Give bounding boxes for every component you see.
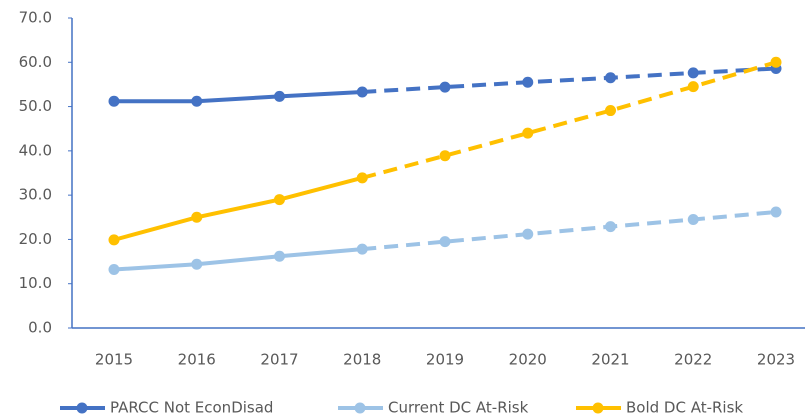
x-tick-label: 2017: [260, 351, 298, 369]
x-tick-label: 2020: [509, 351, 547, 369]
y-tick-label: 30.0: [19, 186, 52, 204]
marker: [191, 211, 203, 223]
marker: [439, 150, 451, 162]
marker: [274, 250, 285, 262]
x-tick-label: 2018: [343, 351, 381, 369]
marker: [356, 86, 368, 98]
line-projected: [362, 66, 777, 94]
line-projected: [362, 209, 777, 252]
marker: [356, 243, 368, 255]
marker: [770, 56, 782, 68]
marker: [108, 264, 120, 276]
marker: [522, 127, 534, 139]
y-tick-label: 10.0: [19, 274, 52, 292]
marker: [191, 258, 203, 270]
marker: [108, 234, 120, 246]
y-tick-label: 40.0: [19, 141, 52, 159]
legend-marker: [354, 402, 366, 414]
marker: [522, 228, 534, 240]
line: [114, 89, 363, 104]
y-tick-label: 70.0: [19, 9, 52, 27]
marker: [605, 105, 616, 117]
marker: [687, 81, 699, 93]
line-projected: [361, 60, 777, 180]
marker: [108, 95, 120, 107]
legend-label: Bold DC At-Risk: [626, 399, 743, 417]
x-tick-label: 2021: [591, 351, 629, 369]
marker: [687, 67, 699, 79]
legend-marker: [76, 402, 88, 414]
marker: [605, 221, 616, 233]
y-tick-label: 0.0: [28, 319, 52, 337]
marker: [522, 76, 534, 88]
x-tick-label: 2019: [426, 351, 464, 369]
y-tick-label: 60.0: [19, 53, 52, 71]
marker: [605, 72, 616, 84]
line: [113, 247, 363, 272]
legend-marker: [592, 402, 604, 414]
x-tick-label: 2015: [95, 351, 133, 369]
marker: [274, 90, 285, 102]
marker: [439, 236, 451, 248]
x-tick-label: 2022: [674, 351, 712, 369]
x-tick-label: 2016: [178, 351, 216, 369]
marker: [439, 81, 451, 93]
marker: [191, 95, 203, 107]
marker: [274, 194, 285, 206]
legend-label: PARCC Not EconDisad: [110, 399, 273, 417]
marker: [356, 172, 368, 184]
y-tick-label: 50.0: [19, 97, 52, 115]
y-tick-label: 20.0: [19, 230, 52, 248]
marker: [687, 214, 699, 225]
legend-label: Current DC At-Risk: [388, 399, 529, 417]
line: [113, 175, 363, 242]
marker: [770, 206, 782, 218]
x-tick-label: 2023: [757, 351, 795, 369]
